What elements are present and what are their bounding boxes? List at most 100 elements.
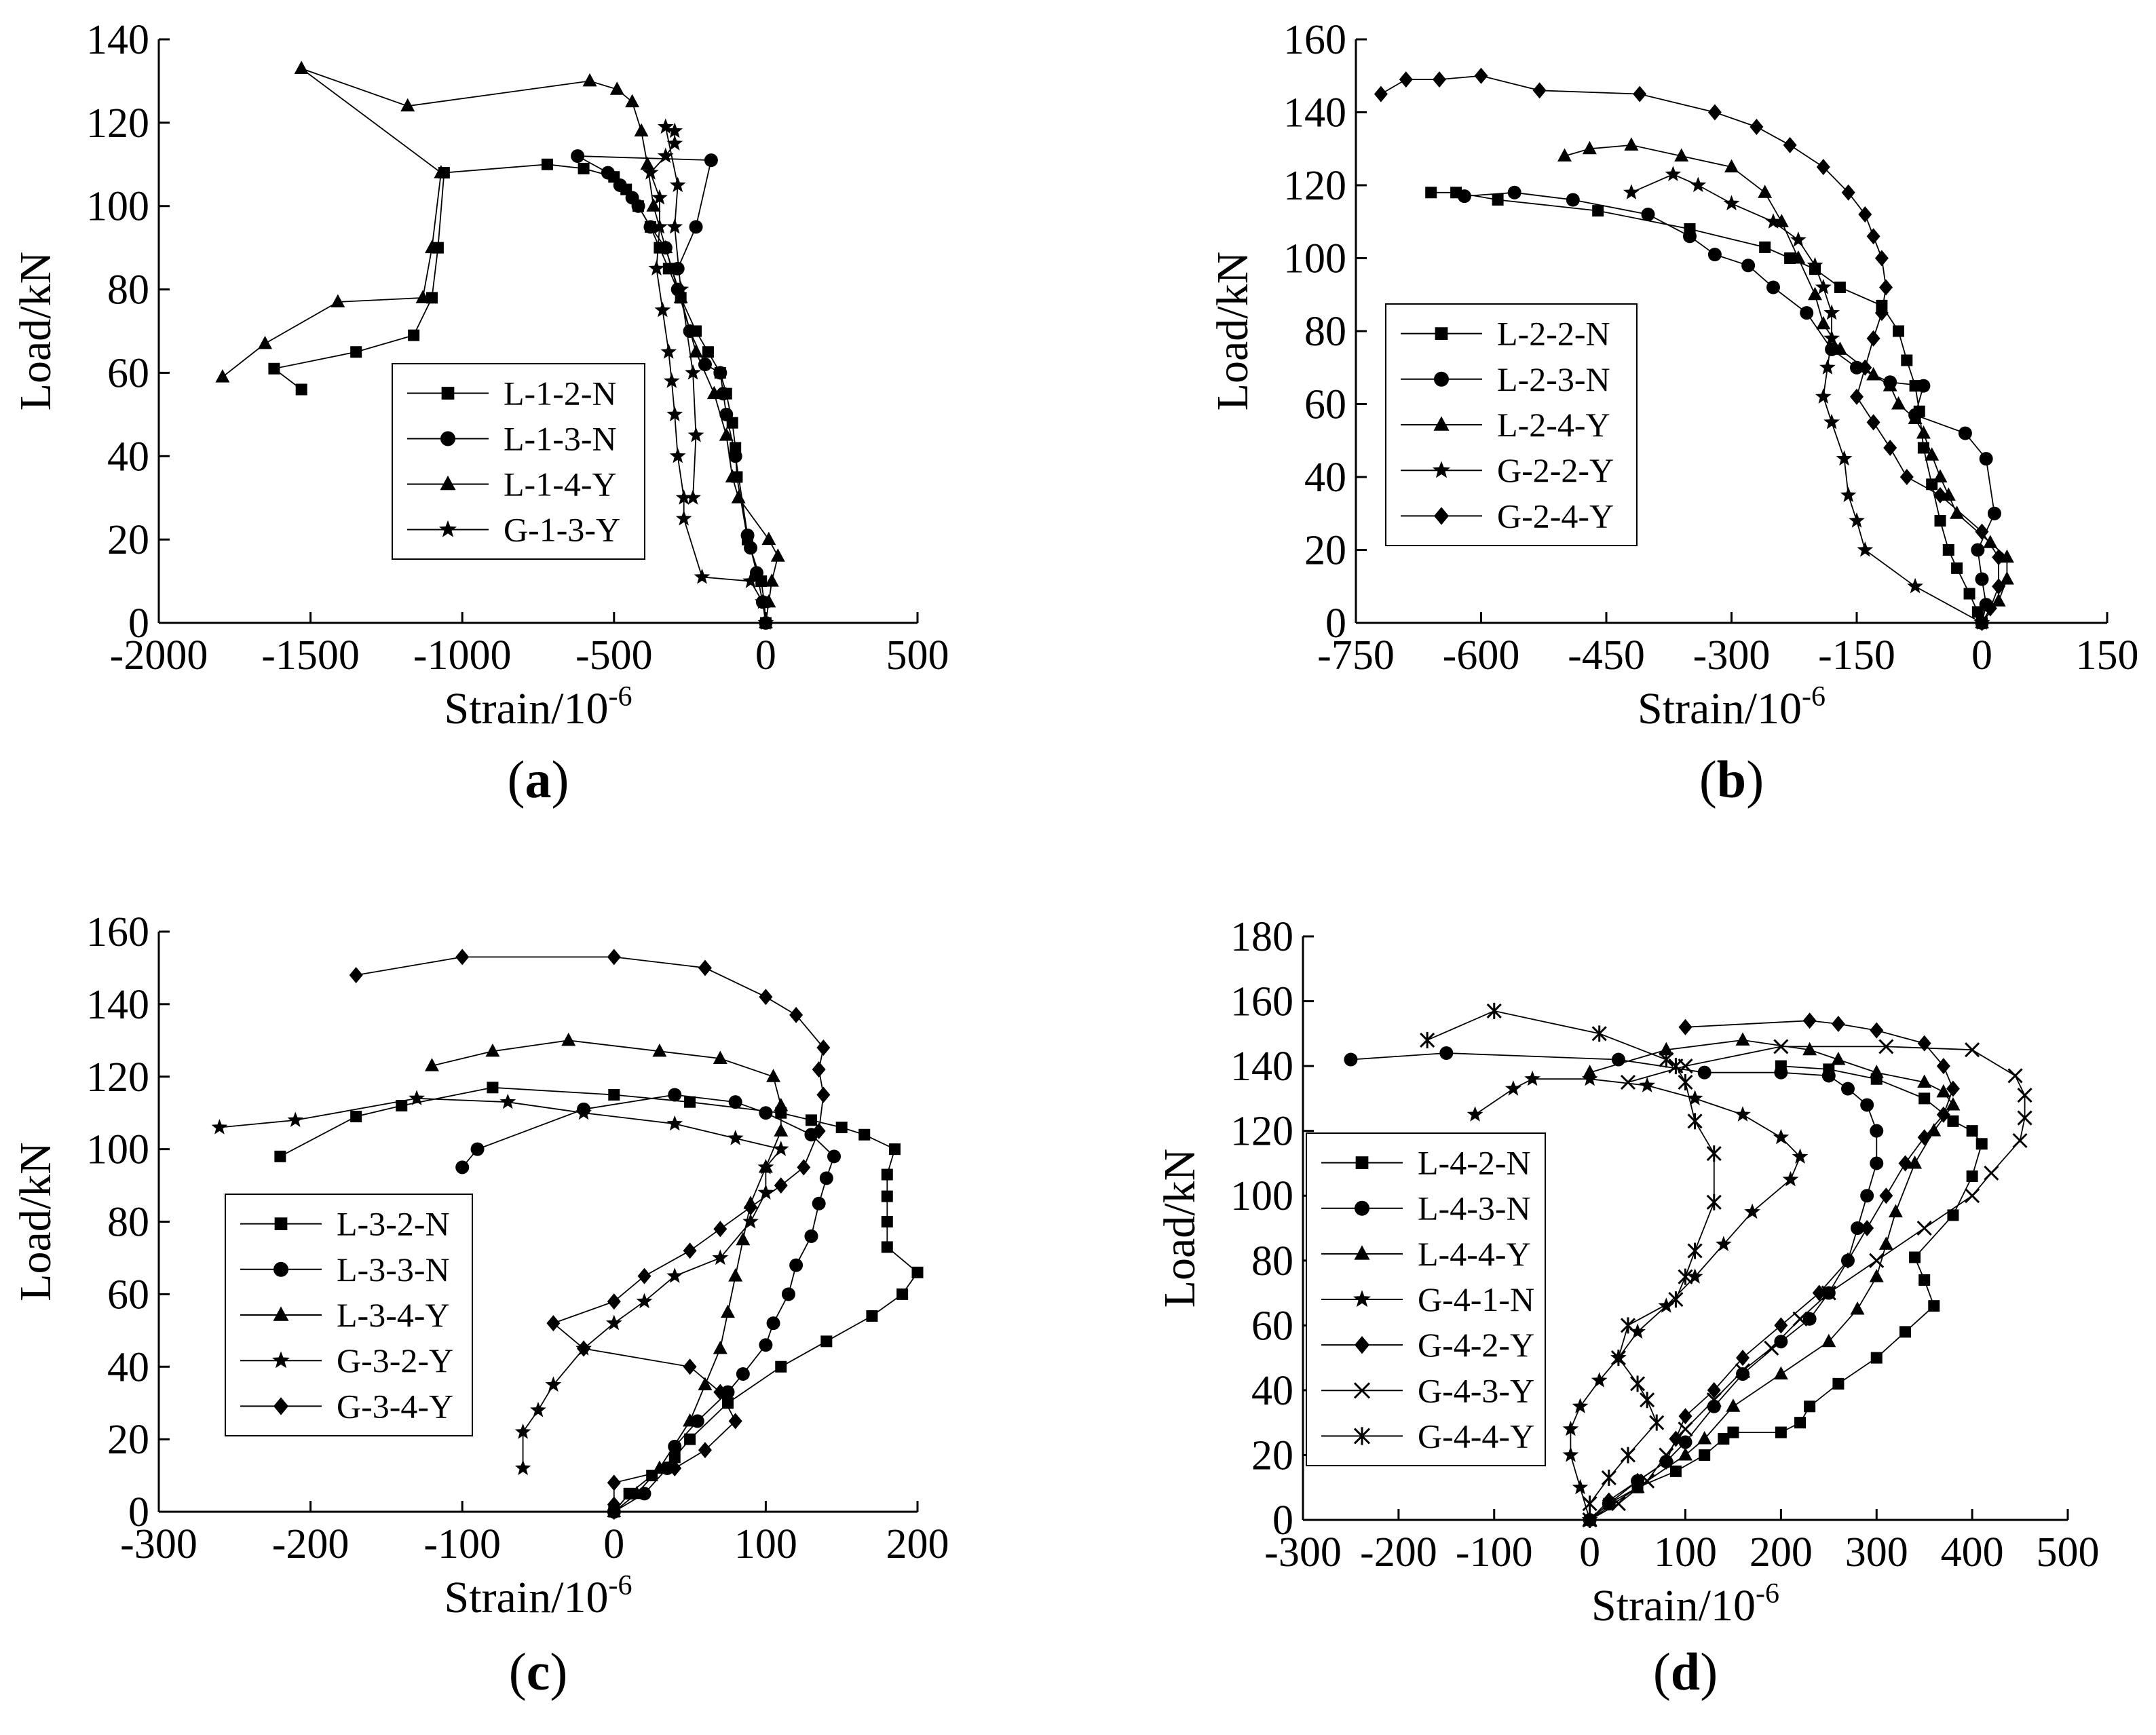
data-point-L-3-2-N	[858, 1128, 871, 1141]
data-point-G-3-4-Y	[728, 1413, 742, 1430]
legend-marker-G-2-2-Y	[1432, 461, 1451, 478]
legend-label: G-2-4-Y	[1497, 497, 1614, 535]
data-point-G-1-3-Y	[663, 373, 680, 388]
data-point-L-1-4-Y	[634, 123, 649, 137]
data-point-G-3-4-Y	[607, 1496, 621, 1513]
legend-marker-G-3-4-Y	[273, 1397, 288, 1415]
x-axis-title: Strain/10-6	[1638, 681, 1826, 733]
data-point-L-4-4-Y	[1659, 1042, 1673, 1056]
panel-letter: c	[527, 1642, 550, 1701]
legend-label: G-4-4-Y	[1418, 1417, 1534, 1455]
data-point-G-3-2-Y	[499, 1093, 516, 1109]
data-point-G-4-2-Y	[1812, 1284, 1826, 1301]
data-point-L-1-3-N	[689, 220, 703, 234]
data-point-L-2-2-N	[1425, 187, 1437, 199]
data-point-G-4-2-Y	[1774, 1317, 1788, 1334]
legend-marker-L-4-3-N	[1355, 1200, 1369, 1216]
data-point-L-4-2-N	[1804, 1400, 1816, 1413]
data-point-G-4-4-Y	[1610, 1350, 1626, 1367]
data-point-L-4-3-N	[1707, 1399, 1721, 1413]
data-point-L-4-2-N	[1669, 1465, 1682, 1477]
data-point-G-2-4-Y	[1841, 184, 1855, 201]
data-point-L-1-3-N	[613, 178, 627, 192]
y-tick-label: 180	[1230, 914, 1293, 960]
data-point-G-3-2-Y	[575, 1104, 592, 1120]
data-point-L-1-4-Y	[625, 94, 640, 108]
data-point-L-4-2-N	[1975, 1138, 1988, 1150]
data-point-L-4-2-N	[1899, 1326, 1912, 1338]
data-point-G-4-1-N	[1744, 1203, 1760, 1219]
x-tick-label: 150	[2076, 632, 2139, 679]
series-line-G-2-2-Y	[1631, 173, 1982, 624]
data-point-G-2-4-Y	[1433, 71, 1446, 88]
data-point-G-3-4-Y	[797, 1159, 811, 1176]
data-point-L-4-2-N	[1775, 1426, 1787, 1438]
x-axis-title: Strain/10-6	[1591, 1578, 1779, 1631]
x-tick-label: -600	[1443, 632, 1520, 679]
x-tick-label: -300	[1693, 632, 1771, 679]
data-point-L-3-3-N	[766, 1316, 780, 1331]
data-point-L-3-2-N	[881, 1216, 893, 1227]
x-tick-label: 0	[603, 1521, 624, 1567]
data-point-G-4-3-Y	[1610, 1496, 1626, 1512]
legend-label: L-4-3-N	[1418, 1189, 1531, 1227]
data-point-L-1-4-Y	[646, 198, 661, 212]
data-point-L-3-3-N	[804, 1229, 818, 1243]
data-point-G-2-2-Y	[1815, 388, 1832, 404]
data-point-L-3-2-N	[608, 1088, 620, 1101]
data-point-L-4-3-N	[1870, 1124, 1884, 1138]
data-point-G-1-3-Y	[648, 260, 665, 275]
data-point-L-2-2-N	[1834, 282, 1846, 293]
data-point-G-1-3-Y	[669, 176, 686, 193]
data-point-G-4-3-Y	[1965, 1042, 1980, 1058]
data-point-G-3-4-Y	[546, 1315, 561, 1332]
data-point-G-4-2-Y	[1946, 1080, 1960, 1097]
data-point-G-4-3-Y	[1984, 1165, 1999, 1181]
data-point-L-2-2-N	[1934, 515, 1946, 527]
data-point-G-3-2-Y	[211, 1119, 228, 1135]
data-point-G-4-1-N	[1572, 1398, 1589, 1413]
data-point-G-3-4-Y	[607, 1474, 621, 1491]
data-point-L-4-3-N	[1774, 1335, 1788, 1349]
data-point-G-2-4-Y	[1866, 330, 1880, 347]
data-point-G-4-3-Y	[1792, 1311, 1808, 1327]
data-point-G-4-1-N	[1629, 1323, 1646, 1339]
legend-marker-G-4-2-Y	[1355, 1335, 1369, 1354]
legend-label: L-2-3-N	[1497, 360, 1610, 398]
data-point-L-3-3-N	[470, 1142, 485, 1156]
y-tick-label: 100	[1283, 236, 1346, 282]
data-point-L-3-4-Y	[721, 1304, 735, 1318]
data-point-L-3-2-N	[881, 1190, 893, 1202]
data-point-L-3-2-N	[866, 1310, 878, 1322]
data-point-L-1-4-Y	[689, 344, 704, 358]
data-point-G-4-4-Y	[1591, 1025, 1607, 1042]
series-line-G-4-1-N	[1475, 1078, 1801, 1521]
data-point-G-4-1-N	[1782, 1170, 1799, 1187]
data-point-G-4-3-Y	[1869, 1253, 1885, 1268]
legend-marker-L-2-2-N	[1435, 327, 1448, 340]
data-point-L-4-3-N	[1802, 1312, 1817, 1326]
data-point-L-3-4-Y	[683, 1413, 698, 1427]
data-point-L-4-4-Y	[1869, 1065, 1884, 1078]
series-L-4-4-Y	[1583, 1032, 1961, 1525]
data-point-L-1-4-Y	[673, 290, 688, 303]
data-point-G-4-2-Y	[1707, 1381, 1721, 1398]
data-point-G-4-3-Y	[1620, 1074, 1636, 1090]
data-point-G-4-3-Y	[1878, 1039, 1894, 1054]
data-point-G-2-4-Y	[1399, 71, 1413, 88]
data-point-L-4-2-N	[1832, 1377, 1845, 1390]
series-line-G-2-4-Y	[1380, 75, 1999, 624]
data-point-L-4-4-Y	[1878, 1236, 1893, 1250]
y-tick-label: 140	[1230, 1044, 1293, 1090]
data-point-L-3-3-N	[455, 1160, 470, 1175]
data-point-L-2-2-N	[1492, 194, 1504, 206]
series-G-4-4-Y	[1420, 1002, 1722, 1528]
data-point-G-3-2-Y	[545, 1376, 562, 1392]
data-point-L-3-2-N	[911, 1266, 924, 1278]
data-point-G-4-3-Y	[1659, 1447, 1674, 1463]
data-point-G-1-3-Y	[651, 218, 668, 234]
data-point-L-3-2-N	[896, 1288, 909, 1300]
data-point-G-4-1-N	[1562, 1420, 1579, 1436]
data-point-L-2-3-N	[1975, 572, 1989, 586]
data-point-L-3-2-N	[487, 1082, 499, 1094]
